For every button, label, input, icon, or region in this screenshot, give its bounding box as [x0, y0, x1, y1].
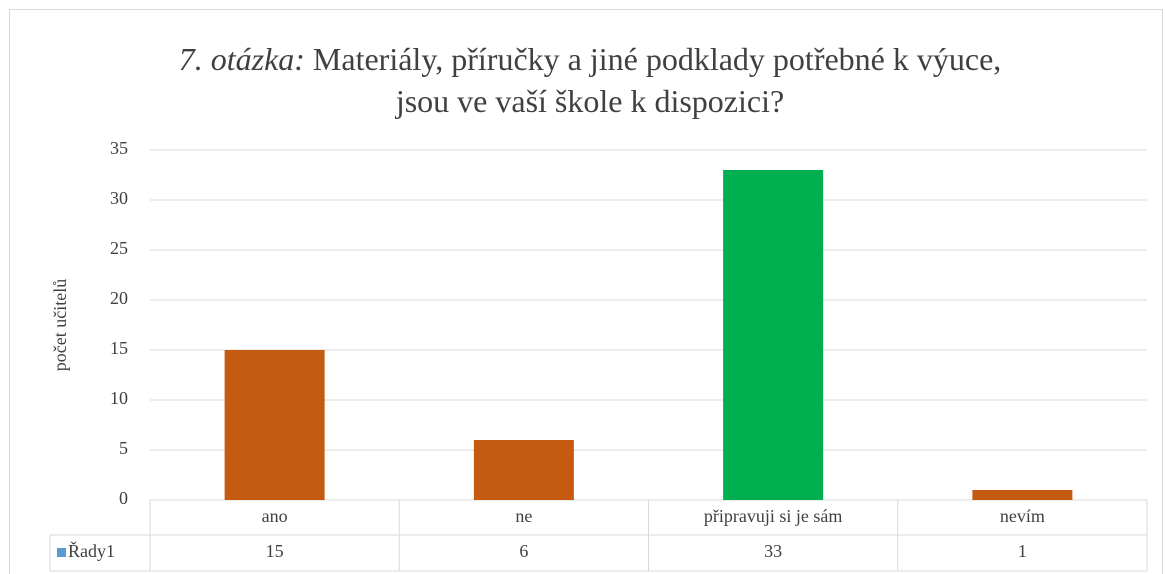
legend-swatch [57, 548, 66, 557]
chart-border [9, 9, 1163, 574]
y-tick-label: 15 [110, 338, 128, 358]
x-tick-label: ne [515, 506, 532, 526]
table-value: 33 [764, 541, 782, 561]
bar [972, 490, 1073, 500]
y-axis-label: počet učitelů [50, 279, 70, 371]
table-value: 15 [266, 541, 284, 561]
bar [723, 170, 824, 500]
x-tick-label: nevím [1000, 506, 1045, 526]
y-tick-label: 35 [110, 138, 128, 158]
y-tick-label: 10 [110, 388, 128, 408]
legend-label: Řady1 [68, 540, 115, 561]
x-tick-label: připravuji si je sám [704, 506, 842, 526]
y-tick-label: 30 [110, 188, 128, 208]
table-value: 6 [519, 541, 528, 561]
title-text: Materiály, příručky a jiné podklady potř… [312, 41, 1002, 119]
y-tick-label: 25 [110, 238, 128, 258]
title-prefix: 7. otázka: [178, 41, 305, 77]
y-tick-label: 20 [110, 288, 128, 308]
bar [224, 350, 325, 500]
table-value: 1 [1018, 541, 1027, 561]
chart-title: 7. otázka: Materiály, příručky a jiné po… [160, 38, 1020, 122]
y-tick-label: 0 [119, 488, 128, 508]
x-tick-label: ano [262, 506, 288, 526]
y-tick-label: 5 [119, 438, 128, 458]
bar [473, 440, 574, 500]
